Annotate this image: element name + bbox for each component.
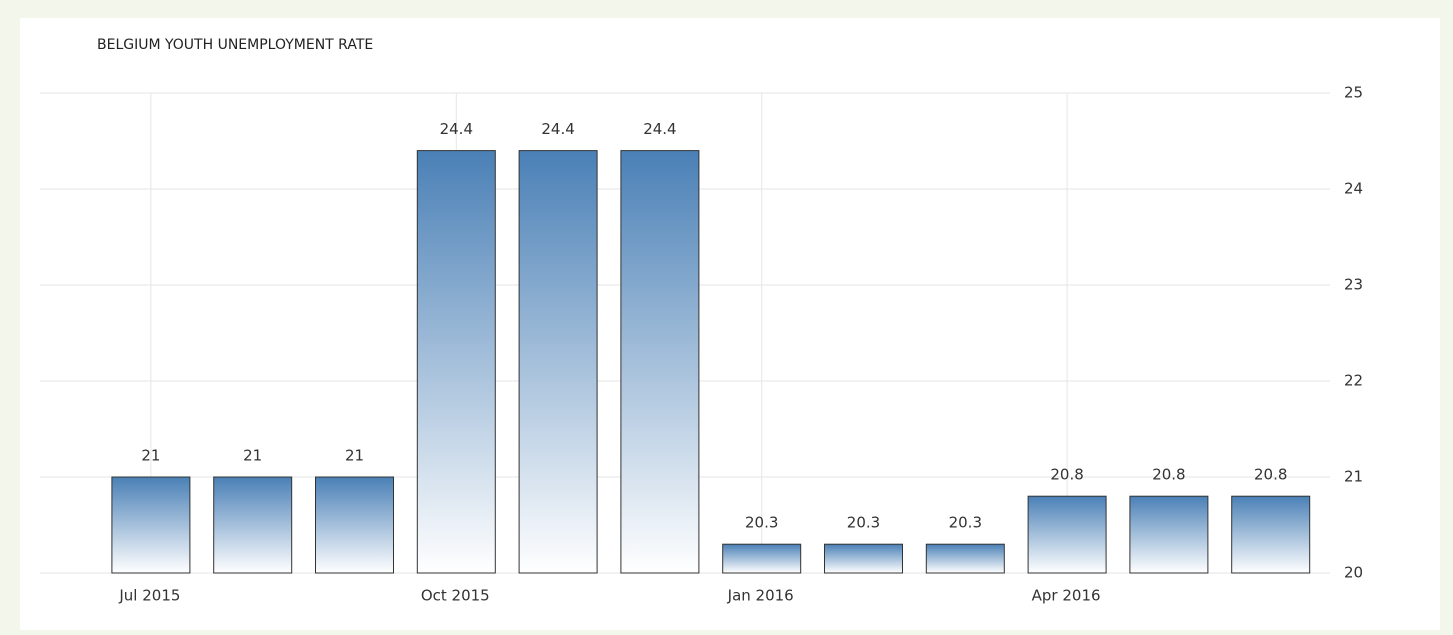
data-label: 24.4 (541, 120, 574, 138)
data-label: 20.8 (1152, 466, 1185, 484)
bar (722, 543, 802, 574)
data-label: 21 (345, 447, 364, 465)
bar (213, 476, 293, 574)
bar (1129, 495, 1209, 574)
data-label: 20.8 (1050, 466, 1083, 484)
y-tick-label: 25 (1344, 84, 1363, 102)
bar (518, 150, 598, 574)
bar (620, 150, 700, 574)
bar (416, 150, 496, 574)
bar (111, 476, 191, 574)
x-tick-label: Oct 2015 (421, 587, 490, 605)
bar (1027, 495, 1107, 574)
bar (1231, 495, 1311, 574)
y-tick-label: 21 (1344, 468, 1363, 486)
data-label: 21 (141, 447, 160, 465)
y-tick-label: 22 (1344, 372, 1363, 390)
data-label: 21 (243, 447, 262, 465)
chart-title: BELGIUM YOUTH UNEMPLOYMENT RATE (97, 37, 373, 53)
data-label: 20.3 (847, 514, 880, 532)
x-tick-label: Apr 2016 (1032, 587, 1101, 605)
bar (824, 543, 903, 574)
bar (315, 476, 394, 574)
data-label: 24.4 (440, 120, 473, 138)
y-tick-label: 23 (1344, 276, 1363, 294)
data-label: 20.3 (745, 514, 778, 532)
y-tick-label: 20 (1344, 564, 1363, 582)
bar (925, 543, 1005, 574)
data-label: 20.8 (1254, 466, 1287, 484)
x-tick-label: Jul 2015 (118, 587, 180, 605)
y-tick-label: 24 (1344, 180, 1363, 198)
data-label: 20.3 (949, 514, 982, 532)
data-label: 24.4 (643, 120, 676, 138)
x-tick-label: Jan 2016 (727, 587, 794, 605)
